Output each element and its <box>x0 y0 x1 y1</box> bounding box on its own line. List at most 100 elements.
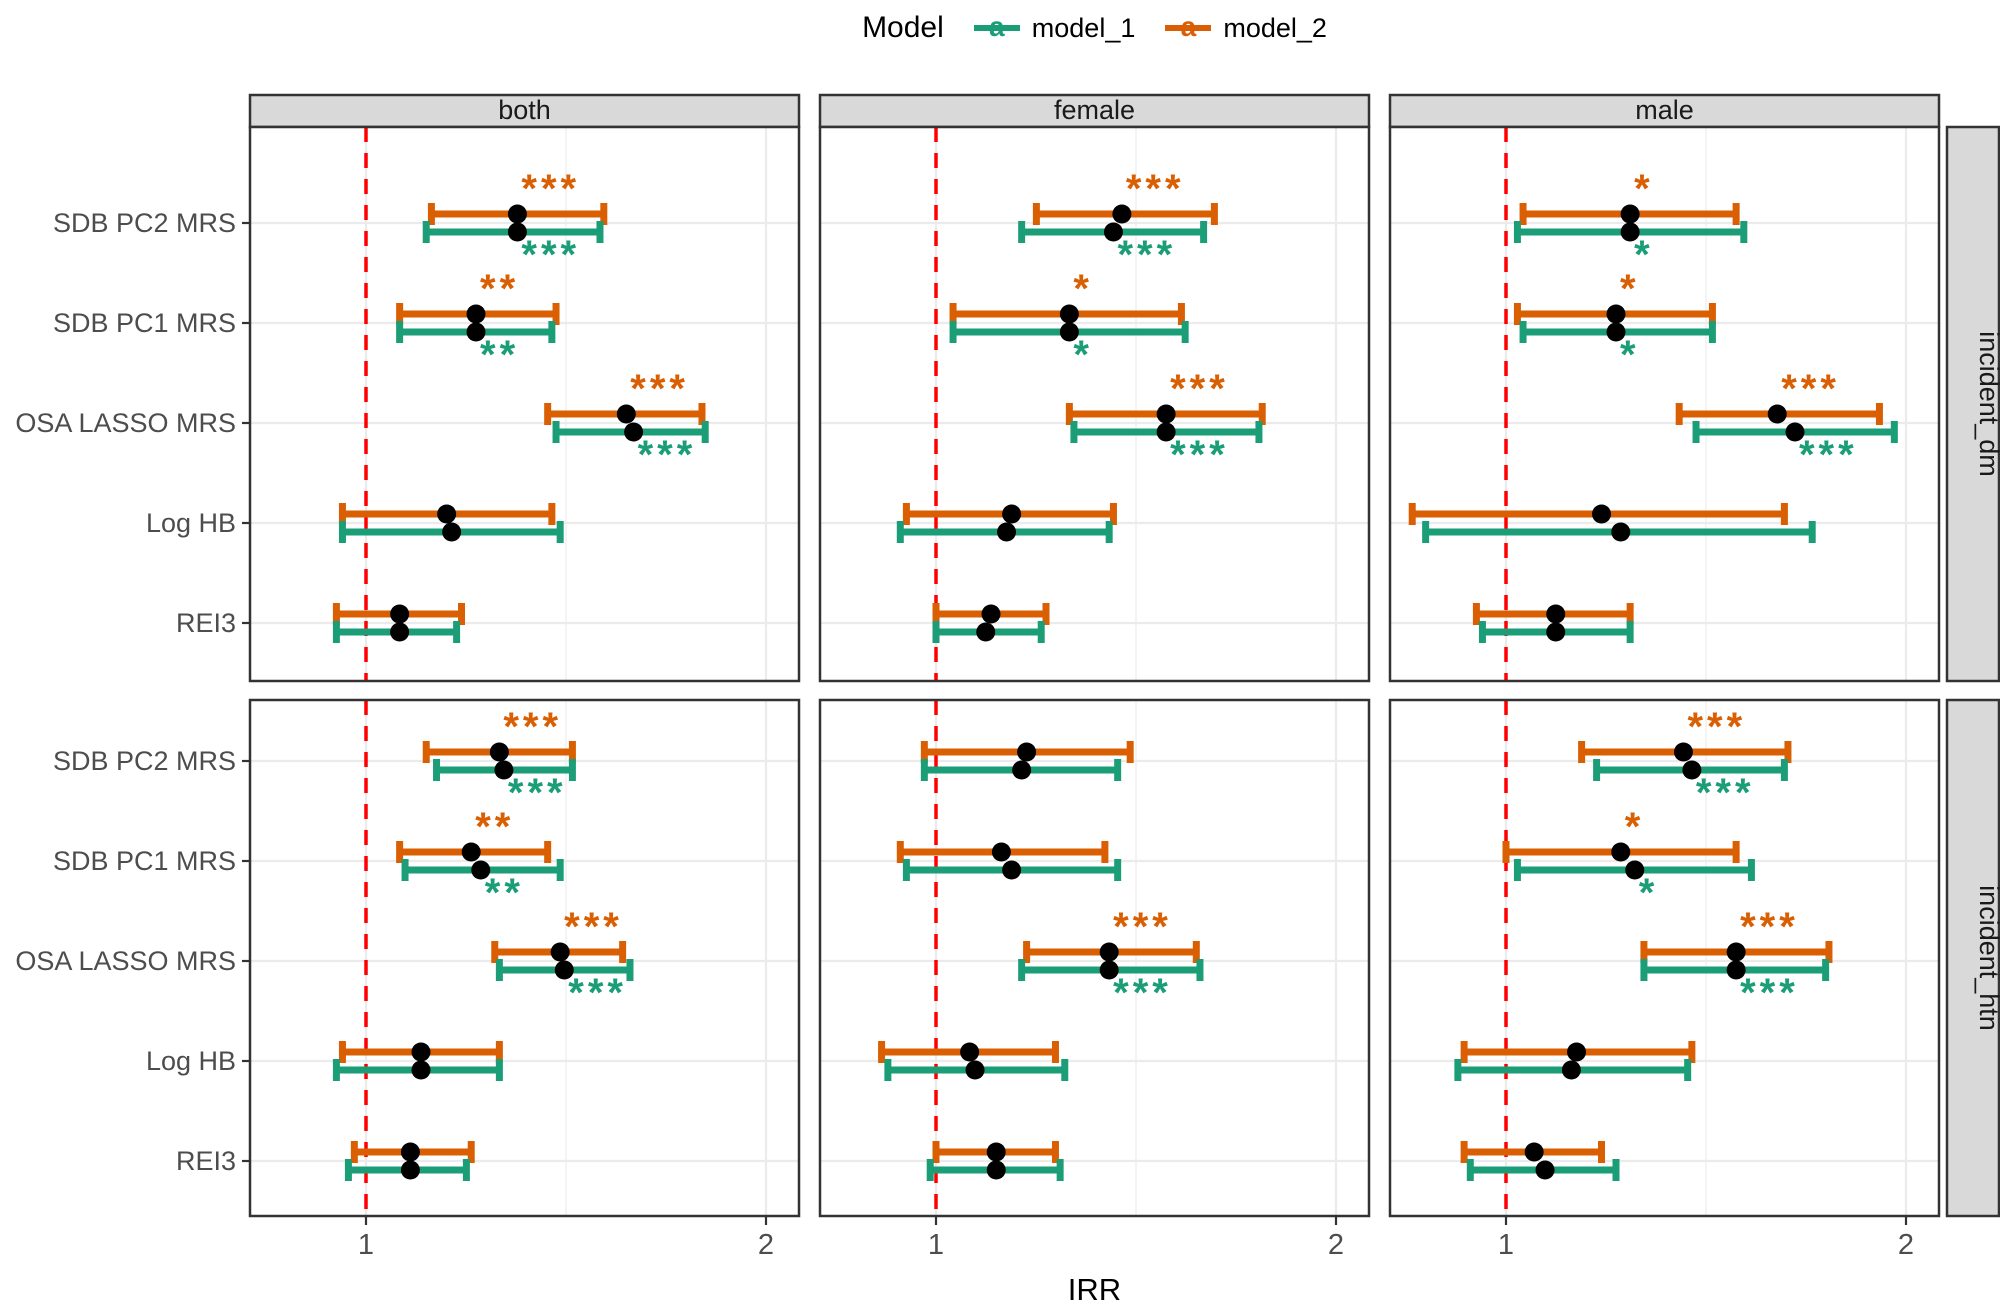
significance-stars: *** <box>1799 433 1858 477</box>
estimate-dot <box>411 1042 431 1062</box>
pointrange-model_1: *** <box>1593 759 1788 815</box>
estimate-dot <box>991 842 1011 862</box>
significance-stars: *** <box>1696 771 1755 815</box>
estimate-dot <box>507 222 527 242</box>
significance-stars: *** <box>1687 705 1746 749</box>
pointrange-model_2: * <box>1502 805 1740 863</box>
x-tick-label: 2 <box>1898 1229 1914 1261</box>
x-tick-label: 1 <box>358 1229 374 1261</box>
estimate-dot <box>976 622 996 642</box>
estimate-dot <box>1611 522 1631 542</box>
pointrange-model_1 <box>932 621 1045 643</box>
significance-stars: *** <box>568 971 627 1015</box>
estimate-dot <box>411 1060 431 1080</box>
facet-strip-col-label: male <box>1635 95 1694 125</box>
significance-stars: *** <box>1117 233 1176 277</box>
estimate-dot <box>442 522 462 542</box>
estimate-dot <box>1726 942 1746 962</box>
facet-panel-incident_dm-male: ********** <box>1388 125 1941 683</box>
legend-key-glyph: a <box>988 10 1005 42</box>
x-tick-label: 1 <box>1498 1229 1514 1261</box>
estimate-dot <box>1726 960 1746 980</box>
pointrange-model_1: * <box>1519 321 1716 377</box>
panel-background <box>820 700 1369 1216</box>
significance-stars: *** <box>638 433 697 477</box>
significance-stars: * <box>1073 333 1093 377</box>
estimate-dot <box>1546 604 1566 624</box>
facet-panel-incident_dm-female: ************** <box>818 125 1371 683</box>
legend-item-model-2: a model_2 <box>1165 10 1327 46</box>
facet-panel-incident_htn-male: ************** <box>1388 698 1941 1218</box>
significance-stars: * <box>1634 167 1654 211</box>
x-tick-label: 1 <box>928 1229 944 1261</box>
estimate-dot <box>437 504 457 524</box>
pointrange-model_1 <box>896 521 1113 543</box>
pointrange-model_1 <box>926 1159 1064 1181</box>
significance-stars: ** <box>475 805 514 849</box>
x-axis-title: IRR <box>1067 1272 1122 1307</box>
estimate-dot <box>1561 1060 1581 1080</box>
facet-strip-col-both <box>248 93 801 129</box>
pointrange-model_1: *** <box>1070 421 1263 477</box>
estimate-dot <box>1103 222 1123 242</box>
y-axis-label: SDB PC1 MRS <box>53 308 236 338</box>
y-axis-label: SDB PC1 MRS <box>53 846 236 876</box>
significance-stars: * <box>1625 805 1645 849</box>
estimate-dot <box>1524 1142 1544 1162</box>
panel-border <box>1388 125 1941 683</box>
panel-background <box>1390 127 1939 681</box>
estimate-dot <box>1606 304 1626 324</box>
significance-stars: *** <box>1170 433 1229 477</box>
pointrange-model_1: * <box>949 321 1189 377</box>
pointrange-model_1 <box>1466 1159 1620 1181</box>
estimate-dot <box>1002 860 1022 880</box>
legend: Model a model_1 a model_2 <box>250 4 1939 52</box>
significance-stars: *** <box>1113 905 1172 949</box>
estimate-dot <box>986 1160 1006 1180</box>
pointrange-model_2 <box>932 603 1050 625</box>
estimate-dot <box>1592 504 1612 524</box>
pointrange-model_1 <box>884 1059 1069 1081</box>
y-axis-label: Log HB <box>146 1046 236 1076</box>
pointrange-model_1 <box>344 1159 470 1181</box>
pointrange-model_2: *** <box>1675 367 1883 425</box>
panel-background <box>250 700 799 1216</box>
significance-stars: *** <box>1113 971 1172 1015</box>
estimate-dot <box>390 604 410 624</box>
pointrange-model_2 <box>896 841 1109 863</box>
pointrange-model_2: *** <box>1065 367 1266 425</box>
estimate-dot <box>1059 322 1079 342</box>
significance-stars: ** <box>480 267 519 311</box>
significance-stars: *** <box>503 705 562 749</box>
pointrange-model_1: *** <box>433 759 576 815</box>
estimate-dot <box>494 760 514 780</box>
facet-strip-col-label: both <box>498 95 551 125</box>
pointrange-model_2 <box>350 1141 475 1163</box>
facet-panel-incident_htn-both: **************** <box>248 698 801 1218</box>
estimate-dot <box>1546 622 1566 642</box>
significance-stars: ** <box>485 871 524 915</box>
significance-stars: *** <box>1781 367 1840 411</box>
facet-strip-col-female <box>818 93 1371 129</box>
estimate-dot <box>1620 222 1640 242</box>
pointrange-model_1: *** <box>422 221 604 277</box>
facet-strip-row-incident_dm <box>1945 125 2000 683</box>
estimate-dot <box>507 204 527 224</box>
pointrange-model_2 <box>932 1141 1059 1163</box>
y-axis-label: OSA LASSO MRS <box>15 408 236 438</box>
estimate-dot <box>1099 942 1119 962</box>
estimate-dot <box>489 742 509 762</box>
estimate-dot <box>461 842 481 862</box>
legend-key-line <box>1165 25 1212 31</box>
significance-stars: *** <box>1740 905 1799 949</box>
estimate-dot <box>1099 960 1119 980</box>
estimate-dot <box>390 622 410 642</box>
panel-background <box>1390 700 1939 1216</box>
pointrange-model_2: *** <box>544 367 706 425</box>
pointrange-model_2: *** <box>1032 167 1218 225</box>
pointrange-model_2: *** <box>491 905 627 963</box>
pointrange-model_1 <box>332 1059 503 1081</box>
legend-title: Model <box>862 11 944 44</box>
facet-strip-row-label: incident_htn <box>1974 885 2000 1031</box>
